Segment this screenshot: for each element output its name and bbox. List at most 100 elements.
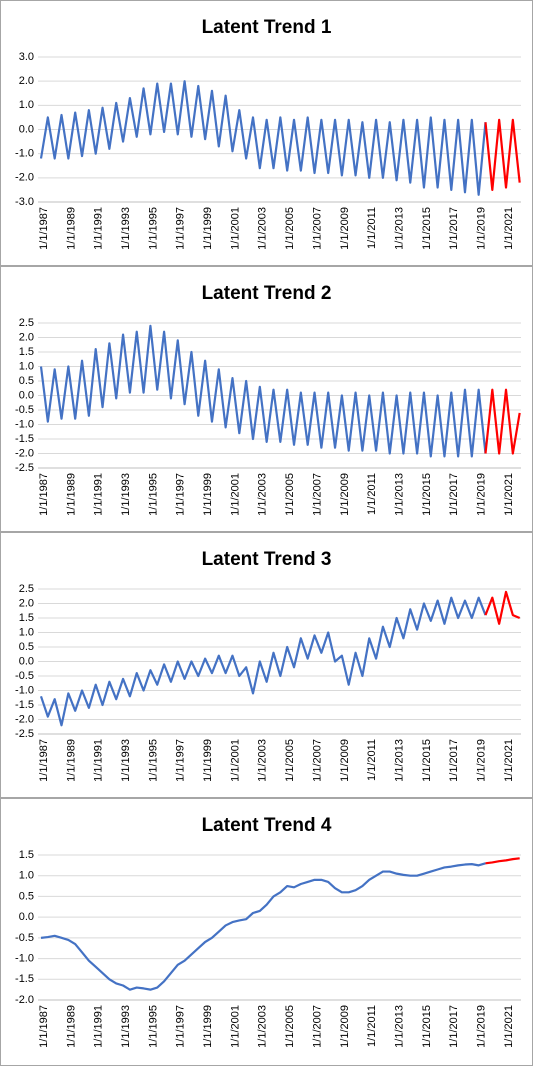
chart: Latent Trend 3 2.5 2.0 1.5 1.0 0.5 0.0 -0.5 -1.0… — [15, 549, 521, 782]
x-tick-label: 1/1/2001 — [229, 473, 241, 516]
chart-title: Latent Trend 2 — [202, 283, 332, 304]
x-tick-label: 1/1/2011 — [366, 739, 378, 781]
x-tick-label: 1/1/1995 — [147, 207, 159, 250]
x-tick-label: 1/1/1991 — [93, 473, 105, 516]
chart: Latent Trend 1 3.0 2.0 1.0 0.0 -1.0 -2.0 -3.0 1/… — [15, 17, 521, 250]
x-tick-label: 1/1/2013 — [393, 739, 405, 782]
x-tick-label: 1/1/1987 — [38, 1005, 50, 1048]
x-tick-label: 1/1/2003 — [257, 473, 269, 516]
x-tick-label: 1/1/1999 — [202, 473, 214, 516]
x-tick-label: 1/1/1991 — [93, 739, 105, 782]
series-line — [39, 324, 487, 458]
x-tick-label: 1/1/2005 — [284, 473, 296, 516]
y-tick-label: 0.0 — [19, 655, 34, 667]
x-tick-label: 1/1/2009 — [339, 1005, 351, 1048]
y-tick-label: -2.0 — [15, 713, 34, 725]
y-tick-label: 1.0 — [19, 870, 34, 882]
series-line — [39, 596, 487, 727]
x-tick-label: 1/1/1997 — [175, 473, 187, 516]
y-tick-label: 0.0 — [19, 911, 34, 923]
y-tick-label: 1.5 — [19, 849, 34, 861]
y-tick-label: -1.5 — [15, 433, 34, 445]
y-tick-label: 1.5 — [19, 612, 34, 624]
x-tick-label: 1/1/2015 — [421, 739, 433, 782]
x-tick-label: 1/1/1989 — [65, 739, 77, 782]
x-tick-label: 1/1/2013 — [393, 207, 405, 250]
x-tick-label: 1/1/2011 — [366, 1005, 378, 1047]
x-tick-label: 1/1/1997 — [175, 207, 187, 250]
y-tick-label: -1.0 — [15, 418, 34, 430]
x-tick-label: 1/1/1987 — [38, 739, 50, 782]
y-tick-label: -1.0 — [15, 684, 34, 696]
y-tick-label: -0.5 — [15, 404, 34, 416]
y-tick-label: -1.0 — [15, 148, 34, 160]
x-tick-label: 1/1/2019 — [476, 473, 488, 516]
x-tick-label: 1/1/1995 — [147, 1005, 159, 1048]
x-tick-label: 1/1/2011 — [366, 207, 378, 249]
y-tick-label: 0.0 — [19, 389, 34, 401]
x-tick-label: 1/1/2021 — [503, 473, 515, 516]
y-tick-label: 2.0 — [19, 597, 34, 609]
x-tick-label: 1/1/2005 — [284, 207, 296, 250]
x-tick-label: 1/1/2019 — [476, 739, 488, 782]
x-tick-label: 1/1/2013 — [393, 473, 405, 516]
y-tick-label: -0.5 — [15, 670, 34, 682]
series-line — [40, 862, 486, 991]
x-tick-label: 1/1/1999 — [202, 739, 214, 782]
y-tick-label: 2.5 — [19, 583, 34, 595]
x-tick-label: 1/1/2003 — [257, 207, 269, 250]
x-tick-label: 1/1/1991 — [93, 1005, 105, 1048]
series-line — [485, 857, 520, 865]
x-tick-label: 1/1/1999 — [202, 1005, 214, 1048]
y-tick-label: -2.0 — [15, 172, 34, 184]
x-tick-label: 1/1/2001 — [229, 1005, 241, 1048]
y-tick-label: -2.0 — [15, 994, 34, 1006]
x-tick-label: 1/1/2007 — [311, 473, 323, 516]
y-tick-label: 1.0 — [19, 626, 34, 638]
chart-panel: Latent Trend 2 2.5 2.0 1.5 1.0 0.5 0.0 -0.5 -1.0… — [0, 266, 533, 532]
y-tick-label: -2.0 — [15, 447, 34, 459]
y-tick-label: 2.5 — [19, 317, 34, 329]
y-tick-label: 0.0 — [19, 123, 34, 135]
x-tick-label: 1/1/2017 — [448, 739, 460, 782]
x-tick-label: 1/1/1997 — [175, 1005, 187, 1048]
x-tick-label: 1/1/2017 — [448, 1005, 460, 1048]
y-tick-label: -2.5 — [15, 728, 34, 740]
x-tick-label: 1/1/2003 — [257, 1005, 269, 1048]
y-tick-label: 1.0 — [19, 360, 34, 372]
x-tick-label: 1/1/2007 — [311, 739, 323, 782]
x-tick-label: 1/1/2021 — [503, 739, 515, 782]
x-tick-label: 1/1/1999 — [202, 207, 214, 250]
x-tick-label: 1/1/1987 — [38, 207, 50, 250]
x-tick-label: 1/1/2001 — [229, 739, 241, 782]
series-line — [484, 388, 521, 455]
y-tick-label: 0.5 — [19, 641, 34, 653]
chart-panel: Latent Trend 1 3.0 2.0 1.0 0.0 -1.0 -2.0 -3.0 1/… — [0, 0, 533, 266]
x-tick-label: 1/1/2021 — [503, 207, 515, 250]
y-tick-label: -1.5 — [15, 699, 34, 711]
x-tick-label: 1/1/2007 — [311, 1005, 323, 1048]
y-tick-label: -2.5 — [15, 462, 34, 474]
y-tick-label: 0.5 — [19, 375, 34, 387]
x-tick-label: 1/1/2015 — [421, 207, 433, 250]
series-line — [39, 80, 487, 196]
x-tick-label: 1/1/1989 — [65, 1005, 77, 1048]
y-tick-label: -1.0 — [15, 952, 34, 964]
x-tick-label: 1/1/2015 — [421, 1005, 433, 1048]
chart-title: Latent Trend 4 — [202, 815, 332, 836]
chart: Latent Trend 4 1.5 1.0 0.5 0.0 -0.5 -1.0 -1.5 -2… — [15, 815, 521, 1048]
series-line — [484, 590, 521, 625]
chart-title: Latent Trend 3 — [202, 549, 332, 570]
x-tick-label: 1/1/1991 — [93, 207, 105, 250]
x-tick-label: 1/1/2011 — [366, 473, 378, 515]
y-tick-label: 3.0 — [19, 51, 34, 63]
x-tick-label: 1/1/2003 — [257, 739, 269, 782]
x-tick-label: 1/1/2019 — [476, 207, 488, 250]
x-tick-label: 1/1/1995 — [147, 739, 159, 782]
x-tick-label: 1/1/2007 — [311, 207, 323, 250]
y-tick-label: -1.5 — [15, 973, 34, 985]
x-tick-label: 1/1/2015 — [421, 473, 433, 516]
series-line — [484, 118, 521, 192]
y-tick-label: 1.0 — [19, 99, 34, 111]
